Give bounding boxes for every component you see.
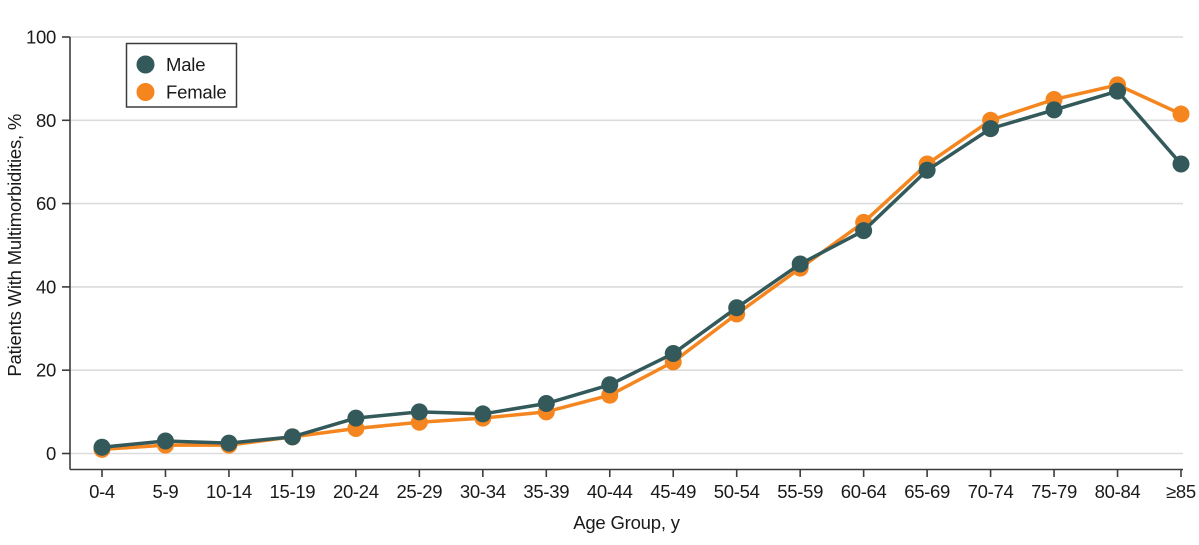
- legend: Male Female: [125, 42, 238, 108]
- x-tick-label-10: 50-54: [714, 481, 760, 502]
- male-point-40-44: [601, 376, 619, 394]
- male-line: [100, 89, 1183, 450]
- y-tick-label-20: 20: [36, 360, 56, 381]
- x-axis-title: Age Group, y: [573, 512, 681, 533]
- y-axis-title: Patients With Multimorbidities, %: [4, 114, 25, 377]
- male-point-60-64: [855, 222, 873, 240]
- x-tick-label-3: 15-19: [269, 481, 315, 502]
- x-tick-label-15: 75-79: [1031, 481, 1077, 502]
- male-point-80-84: [1109, 82, 1127, 100]
- x-tick-label-2: 10-14: [206, 481, 252, 502]
- x-tick-label-12: 60-64: [841, 481, 887, 502]
- x-tick-label-0: 0-4: [89, 481, 115, 502]
- female-line: [100, 83, 1183, 452]
- x-tick-label-5: 25-29: [396, 481, 442, 502]
- male-point-5-9: [156, 432, 174, 450]
- legend-label-female: Female: [166, 82, 227, 103]
- y-tick-label-0: 0: [46, 443, 56, 464]
- male-point-70-74: [982, 120, 1000, 138]
- female-point-≥85: [1172, 105, 1190, 123]
- y-tick-label-40: 40: [36, 276, 56, 297]
- legend-marker-female-icon: [136, 83, 155, 101]
- x-tick-label-17: ≥85: [1166, 481, 1196, 502]
- male-point-20-24: [347, 409, 365, 427]
- male-point-0-4: [93, 438, 111, 456]
- x-tick-label-6: 30-34: [460, 481, 506, 502]
- male-point-30-34: [474, 405, 492, 423]
- male-point-10-14: [220, 434, 238, 452]
- x-tick-label-16: 80-84: [1095, 481, 1141, 502]
- y-tick-label-100: 100: [26, 27, 56, 48]
- male-point-65-69: [918, 161, 936, 179]
- male-point-15-19: [283, 428, 301, 446]
- male-point-45-49: [664, 345, 682, 363]
- x-tick-label-14: 70-74: [968, 481, 1014, 502]
- x-tick-label-4: 20-24: [333, 481, 379, 502]
- legend-marker-male-icon: [136, 55, 155, 74]
- male-point-50-54: [728, 299, 746, 317]
- y-tick-label-80: 80: [36, 110, 56, 131]
- x-tick-label-7: 35-39: [523, 481, 569, 502]
- x-tick-label-13: 65-69: [904, 481, 950, 502]
- x-tick-label-11: 55-59: [777, 481, 823, 502]
- y-tick-label-60: 60: [36, 193, 56, 214]
- x-tick-label-1: 5-9: [153, 481, 179, 502]
- male-point-35-39: [537, 395, 555, 413]
- legend-label-male: Male: [166, 54, 205, 75]
- male-point-55-59: [791, 255, 809, 273]
- male-point-75-79: [1045, 101, 1063, 119]
- male-point-25-29: [410, 403, 428, 421]
- male-point-≥85: [1172, 155, 1190, 173]
- x-tick-label-9: 45-49: [650, 481, 696, 502]
- x-tick-label-8: 40-44: [587, 481, 633, 502]
